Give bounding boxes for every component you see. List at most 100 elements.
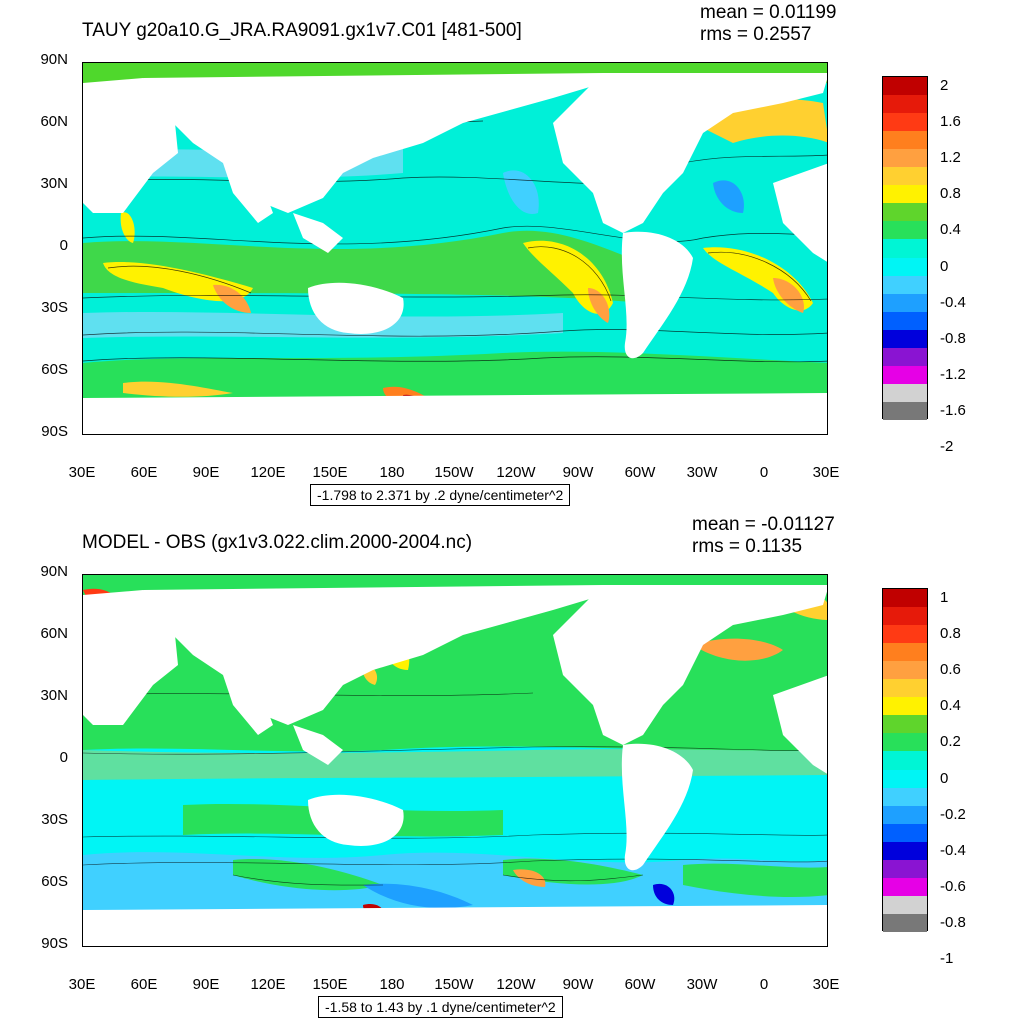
lon-tick-label: 90W xyxy=(562,464,594,481)
colorbar-cell xyxy=(883,383,927,404)
colorbar-tick-label: -0.4 xyxy=(940,293,966,311)
colorbar-cell xyxy=(883,347,927,368)
lon-tick-label: 120E xyxy=(250,464,286,481)
colorbar-cell xyxy=(883,311,927,332)
colorbar-cell xyxy=(883,275,927,296)
colorbar-cell xyxy=(883,607,927,627)
colorbar-tick-label: 1.6 xyxy=(940,113,961,131)
colorbar-cell xyxy=(883,185,927,205)
model-minus-obs-panel: MODEL - OBS (gx1v3.022.clim.2000-2004.nc… xyxy=(0,512,1024,1024)
lon-tick-label: 60E xyxy=(130,464,158,481)
lon-tick-label: 120W xyxy=(496,464,536,481)
colorbar-cell xyxy=(883,365,927,386)
colorbar-cell xyxy=(883,95,927,115)
lon-tick-label: 150W xyxy=(434,464,474,481)
tauy-map xyxy=(82,62,828,435)
lon-tick-label: 180 xyxy=(379,976,405,993)
lon-tick-label: 30W xyxy=(686,976,718,993)
colorbar-tick-label: 0.2 xyxy=(940,733,961,751)
lon-tick-label: 120E xyxy=(250,976,286,993)
colorbar-cell xyxy=(883,859,927,880)
colorbar-cell xyxy=(883,203,927,223)
lon-tick-label: 180 xyxy=(379,464,405,481)
colorbar-cell xyxy=(883,895,927,916)
colorbar-cell xyxy=(883,661,927,681)
lat-tick-label: 30S xyxy=(41,811,68,828)
colorbar-cell xyxy=(883,401,927,421)
colorbar xyxy=(882,588,928,933)
colorbar-cell xyxy=(883,131,927,151)
colorbar-cell xyxy=(883,805,927,826)
colorbar-tick-label: 1 xyxy=(940,589,949,607)
lon-tick-label: 120W xyxy=(496,976,536,993)
colorbar-tick-label: 0.6 xyxy=(940,661,961,679)
colorbar-cell xyxy=(883,77,927,97)
colorbar-cell xyxy=(883,823,927,844)
colorbar-tick-label: -1 xyxy=(940,950,954,968)
colorbar-cell xyxy=(883,769,927,790)
colorbar-cell xyxy=(883,149,927,169)
colorbar-tick-label: -1.2 xyxy=(940,365,966,383)
colorbar-cell xyxy=(883,841,927,862)
lon-tick-label: 90W xyxy=(562,976,594,993)
tauy-map-field xyxy=(83,63,827,434)
lon-tick-label: 0 xyxy=(759,976,769,993)
colorbar-tick-label: -0.6 xyxy=(940,877,966,895)
colorbar-cell xyxy=(883,697,927,717)
panel-title: MODEL - OBS (gx1v3.022.clim.2000-2004.nc… xyxy=(82,532,473,553)
lat-tick-label: 30N xyxy=(40,175,68,192)
contour-range-label: -1.58 to 1.43 by .1 dyne/centimeter^2 xyxy=(318,996,563,1018)
lon-tick-label: 30W xyxy=(686,464,718,481)
lon-tick-label: 90E xyxy=(192,464,220,481)
mean-stat: mean = 0.01199 xyxy=(700,2,837,23)
lon-tick-label: 60E xyxy=(130,976,158,993)
lon-tick-label: 150W xyxy=(434,976,474,993)
rms-stat: rms = 0.2557 xyxy=(700,24,812,45)
lon-tick-label: 30E xyxy=(68,976,96,993)
lon-tick-label: 30E xyxy=(812,464,840,481)
lon-tick-label: 150E xyxy=(312,976,348,993)
colorbar-cell xyxy=(883,787,927,808)
lat-tick-label: 90S xyxy=(41,423,68,440)
colorbar-cell xyxy=(883,167,927,187)
colorbar-tick-label: 1.2 xyxy=(940,149,961,167)
lat-tick-label: 90S xyxy=(41,935,68,952)
lat-tick-label: 60S xyxy=(41,361,68,378)
tauy-panel: TAUY g20a10.G_JRA.RA9091.gx1v7.C01 [481-… xyxy=(40,2,966,506)
panel-title: TAUY g20a10.G_JRA.RA9091.gx1v7.C01 [481-… xyxy=(82,20,522,41)
colorbar-cell xyxy=(883,239,927,260)
colorbar-cell xyxy=(883,113,927,133)
colorbar-tick-label: -1.6 xyxy=(940,401,966,419)
lat-tick-label: 0 xyxy=(59,749,68,766)
lon-tick-label: 30E xyxy=(68,464,96,481)
colorbar-tick-label: 2 xyxy=(940,77,949,95)
colorbar-cell xyxy=(883,715,927,735)
colorbar-cell xyxy=(883,643,927,663)
lat-tick-label: 0 xyxy=(59,237,68,254)
colorbar-tick-label: 0.8 xyxy=(940,625,961,643)
colorbar-tick-label: -2 xyxy=(940,438,954,456)
colorbar-cell xyxy=(883,329,927,350)
colorbar-cell xyxy=(883,293,927,314)
colorbar-cell xyxy=(883,733,927,753)
colorbar-tick-label: 0.8 xyxy=(940,185,961,203)
colorbar-tick-label: 0.4 xyxy=(940,697,961,715)
lon-tick-label: 30E xyxy=(812,976,840,993)
colorbar xyxy=(882,76,928,421)
lat-tick-label: 30N xyxy=(40,687,68,704)
colorbar-cell xyxy=(883,751,927,772)
model-obs-map xyxy=(82,574,828,947)
lon-tick-label: 60W xyxy=(624,976,656,993)
lat-tick-label: 60N xyxy=(40,625,68,642)
colorbar-cell xyxy=(883,877,927,898)
colorbar-tick-label: 0.4 xyxy=(940,221,961,239)
colorbar-cell xyxy=(883,221,927,241)
colorbar-tick-label: -0.8 xyxy=(940,329,966,347)
colorbar-tick-label: 0 xyxy=(940,257,949,275)
model-obs-map-field xyxy=(83,575,827,946)
colorbar-tick-label: -0.2 xyxy=(940,805,966,823)
lon-tick-label: 60W xyxy=(624,464,656,481)
lat-tick-label: 90N xyxy=(40,563,68,580)
rms-stat: rms = 0.1135 xyxy=(692,536,803,557)
colorbar-tick-label: -0.4 xyxy=(940,841,966,859)
